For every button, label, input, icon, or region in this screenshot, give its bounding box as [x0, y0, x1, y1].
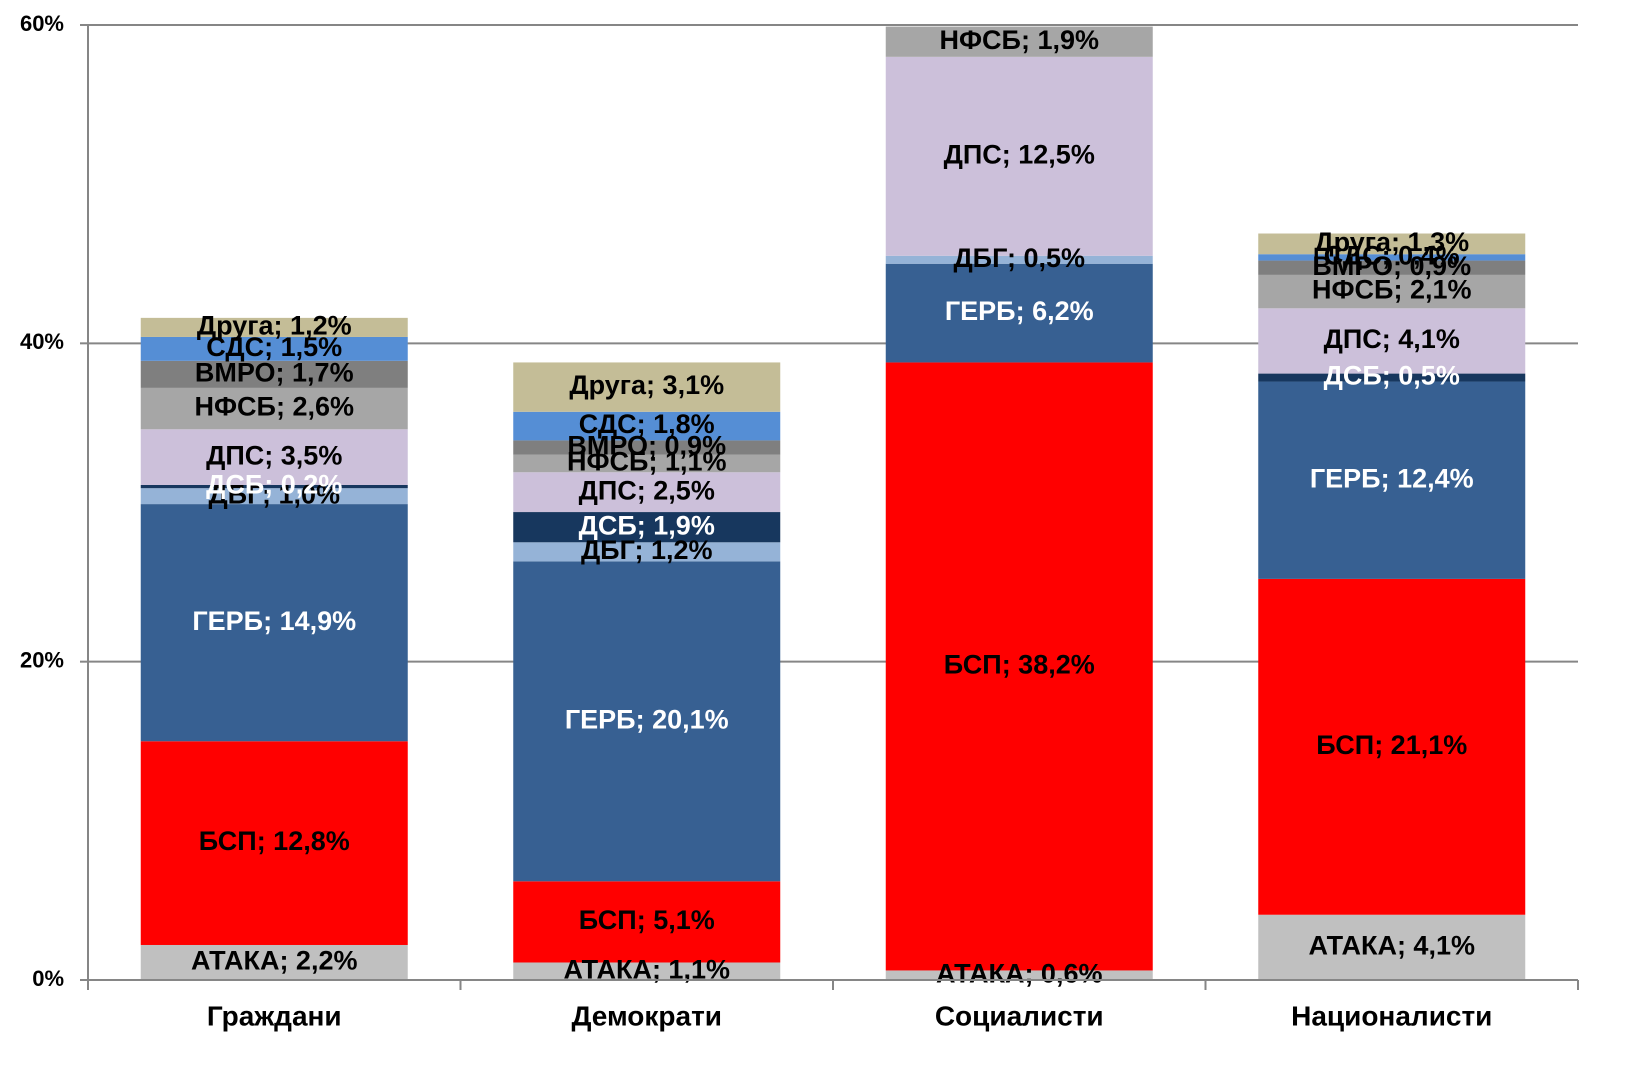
data-label: ДСБ; 0,2% — [206, 470, 342, 500]
data-label: Друга; 1,3% — [1314, 227, 1469, 257]
bar-segment — [513, 962, 781, 980]
data-label: СДС; 0,4% — [1324, 241, 1460, 271]
data-label: Друга; 1,2% — [197, 311, 352, 341]
bar-segment — [140, 429, 408, 485]
bar-segment — [140, 360, 408, 388]
x-tick-label: Граждани — [207, 1000, 342, 1031]
bar-segment — [140, 317, 408, 337]
data-label: ДСБ; 1,9% — [579, 510, 715, 540]
data-label: ГЕРБ; 20,1% — [565, 704, 729, 734]
bar-segment — [885, 26, 1153, 57]
data-label: АТАКА; 0,6% — [936, 958, 1102, 988]
bar-segment — [140, 484, 408, 489]
bar-segment — [513, 881, 781, 963]
data-label: ДПС; 4,1% — [1324, 324, 1460, 354]
bar-segment — [1258, 274, 1526, 309]
data-label: НФСБ; 1,1% — [567, 447, 726, 477]
bar-segment — [140, 336, 408, 361]
bar-segment — [140, 504, 408, 742]
x-tick-label: Демократи — [571, 1000, 722, 1031]
data-label: ДБГ; 1,2% — [581, 535, 713, 565]
bar-segment — [513, 440, 781, 455]
data-label: ВМРО; 1,7% — [195, 357, 354, 387]
bar-segment — [513, 542, 781, 562]
bar-segment — [513, 561, 781, 882]
bar-segment — [1258, 254, 1526, 261]
data-label: СДС; 1,5% — [206, 332, 342, 362]
bar-segment — [1258, 373, 1526, 382]
bar-segment — [885, 970, 1153, 980]
data-label: Друга; 3,1% — [569, 370, 724, 400]
bar-segment — [140, 488, 408, 505]
bar-segment — [513, 472, 781, 513]
bar-segment — [140, 387, 408, 430]
bar-segment — [140, 944, 408, 980]
data-label: АТАКА; 4,1% — [1309, 930, 1475, 960]
bar-segment — [1258, 260, 1526, 275]
bar-segment — [1258, 308, 1526, 374]
bar-segment — [1258, 578, 1526, 915]
bar-segment — [513, 512, 781, 543]
data-label: ДБГ; 1,0% — [208, 479, 340, 509]
data-label: БСП; 38,2% — [944, 650, 1095, 680]
bar-segment — [885, 56, 1153, 256]
bar-segment — [885, 255, 1153, 264]
data-label: ГЕРБ; 12,4% — [1310, 463, 1474, 493]
x-tick-label: Националисти — [1291, 1000, 1492, 1031]
bar-segment — [140, 741, 408, 945]
bar-segment — [513, 362, 781, 412]
data-label: ДПС; 2,5% — [579, 475, 715, 505]
data-label: СДС; 1,8% — [579, 409, 715, 439]
data-label: БСП; 21,1% — [1316, 730, 1467, 760]
y-tick-label: 40% — [20, 329, 64, 354]
data-label: ГЕРБ; 14,9% — [192, 606, 356, 636]
data-label: ДПС; 12,5% — [944, 139, 1095, 169]
bar-segment — [513, 411, 781, 441]
y-tick-label: 0% — [32, 966, 64, 991]
bar-segment — [885, 263, 1153, 363]
data-label: АТАКА; 2,2% — [191, 946, 357, 976]
bar-segment — [885, 362, 1153, 971]
data-label: БСП; 12,8% — [199, 826, 350, 856]
data-label: НФСБ; 1,9% — [940, 25, 1099, 55]
bar-segment — [513, 454, 781, 473]
data-label: ГЕРБ; 6,2% — [945, 296, 1094, 326]
data-label: НФСБ; 2,1% — [1312, 275, 1471, 305]
x-tick-label: Социалисти — [935, 1000, 1104, 1031]
y-tick-label: 20% — [20, 647, 64, 672]
y-tick-label: 60% — [20, 11, 64, 36]
bar-segment — [1258, 914, 1526, 980]
data-label: ДПС; 3,5% — [206, 440, 342, 470]
data-label: ВМРО; 0,9% — [1312, 251, 1471, 281]
bar-segment — [1258, 233, 1526, 255]
bar-segment — [1258, 381, 1526, 579]
data-label: ДБГ; 0,5% — [953, 243, 1085, 273]
data-label: БСП; 5,1% — [579, 905, 715, 935]
data-label: ДСБ; 0,5% — [1324, 361, 1460, 391]
data-label: НФСБ; 2,6% — [195, 392, 354, 422]
data-label: ВМРО; 0,9% — [567, 431, 726, 461]
